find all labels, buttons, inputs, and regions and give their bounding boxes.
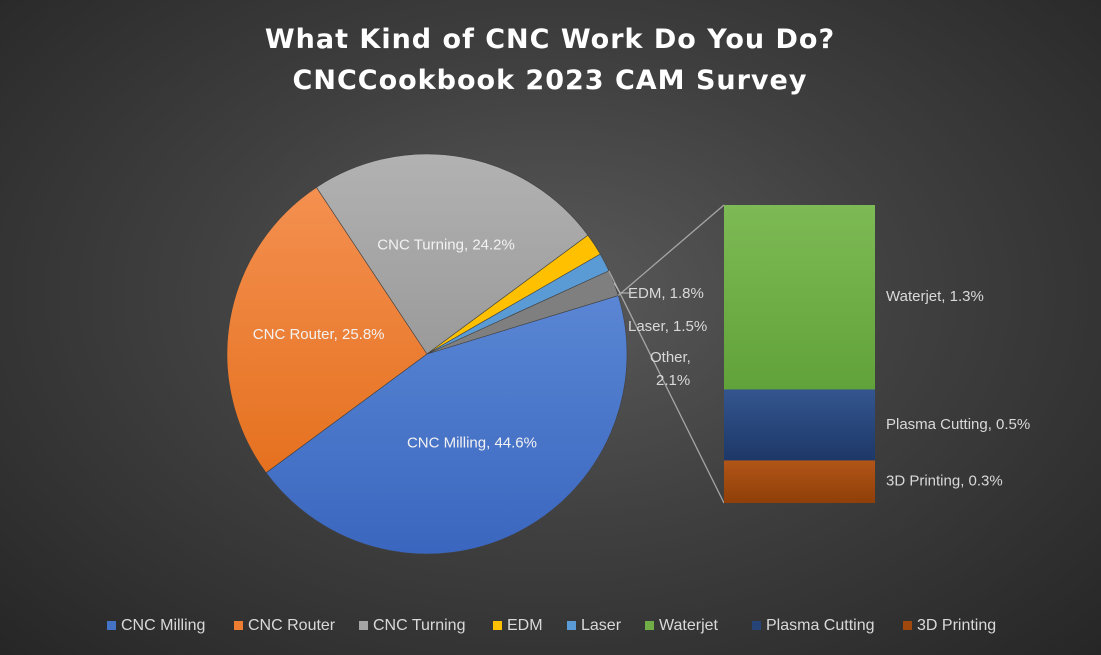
data-label-cnc-turning: CNC Turning, 24.2%	[377, 237, 515, 254]
bar-of-pie-stack	[724, 205, 875, 503]
legend-swatch-cnc-turning	[359, 621, 368, 630]
pie-slice-cnc-router	[226, 186, 428, 474]
bar-segment-3d-printing	[724, 460, 875, 503]
connector-lower	[608, 270, 725, 504]
legend-item-cnc-milling: CNC Milling	[107, 617, 205, 634]
chart-subtitle: CNCCookbook 2023 CAM Survey	[293, 65, 808, 96]
legend-swatch-waterjet	[645, 621, 654, 630]
legend-item-cnc-router: CNC Router	[234, 617, 336, 634]
bar-of-pie-connectors	[608, 204, 725, 504]
legend-label-edm: EDM	[507, 617, 543, 634]
data-labels: CNC Milling, 44.6% CNC Router, 25.8% CNC T…	[253, 237, 1030, 490]
bar-segment-waterjet	[724, 205, 875, 390]
pie-slice-cnc-milling	[265, 295, 628, 555]
data-label-cnc-router: CNC Router, 25.8%	[253, 326, 385, 343]
legend-swatch-cnc-milling	[107, 621, 116, 630]
legend: CNC Milling CNC Router CNC Turning EDM Laser…	[107, 617, 996, 634]
data-label-cnc-milling: CNC Milling, 44.6%	[407, 434, 537, 451]
legend-label-laser: Laser	[581, 617, 622, 634]
data-label-plasma-cutting: Plasma Cutting, 0.5%	[886, 416, 1030, 433]
data-label-3d-printing: 3D Printing, 0.3%	[886, 473, 1003, 490]
legend-label-plasma-cutting: Plasma Cutting	[766, 617, 875, 634]
bar-segment-plasma-cutting	[724, 389, 875, 461]
legend-item-3d-printing: 3D Printing	[903, 617, 996, 634]
leader-line-other	[613, 282, 634, 294]
chart-title: What Kind of CNC Work Do You Do?	[265, 24, 835, 55]
legend-item-waterjet: Waterjet	[645, 617, 719, 634]
legend-label-3d-printing: 3D Printing	[917, 617, 996, 634]
legend-item-cnc-turning: CNC Turning	[359, 617, 465, 634]
legend-swatch-laser	[567, 621, 576, 630]
pie	[226, 153, 628, 555]
legend-swatch-plasma-cutting	[752, 621, 761, 630]
data-label-laser: Laser, 1.5%	[628, 318, 707, 335]
legend-item-plasma-cutting: Plasma Cutting	[752, 617, 875, 634]
legend-swatch-edm	[493, 621, 502, 630]
legend-item-laser: Laser	[567, 617, 622, 634]
data-label-edm: EDM, 1.8%	[628, 285, 704, 302]
data-label-other-line2: 2.1%	[656, 372, 690, 389]
legend-label-cnc-milling: CNC Milling	[121, 617, 205, 634]
data-label-other-line1: Other,	[650, 349, 691, 366]
legend-label-cnc-turning: CNC Turning	[373, 617, 465, 634]
connector-upper	[617, 204, 725, 297]
legend-label-waterjet: Waterjet	[659, 617, 719, 634]
legend-item-edm: EDM	[493, 617, 543, 634]
data-label-waterjet: Waterjet, 1.3%	[886, 288, 984, 305]
legend-swatch-cnc-router	[234, 621, 243, 630]
legend-swatch-3d-printing	[903, 621, 912, 630]
legend-label-cnc-router: CNC Router	[248, 617, 336, 634]
pie-slice-cnc-turning	[316, 153, 589, 355]
